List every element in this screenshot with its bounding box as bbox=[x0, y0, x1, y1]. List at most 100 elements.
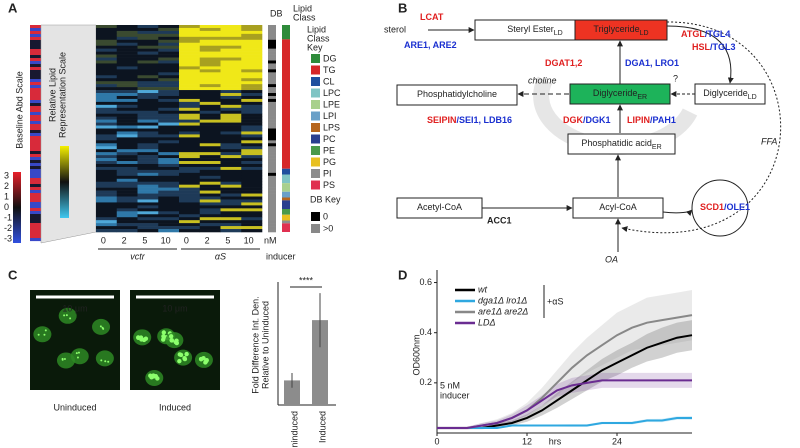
puncta bbox=[198, 356, 204, 362]
heatmap-cell bbox=[96, 113, 118, 117]
heatmap-cell bbox=[179, 45, 201, 49]
db-strip bbox=[268, 161, 276, 165]
heatmap-cell bbox=[199, 36, 221, 41]
heatmap-cell bbox=[199, 205, 221, 209]
heatmap-cell bbox=[241, 175, 263, 180]
heatmap-cell bbox=[116, 190, 138, 194]
heatmap-cell bbox=[241, 78, 263, 82]
heatmap-cell bbox=[96, 140, 118, 144]
key-label: DG bbox=[323, 53, 337, 63]
heatmap-cell bbox=[199, 101, 221, 106]
puncta bbox=[76, 356, 79, 359]
heatmap-cell bbox=[199, 229, 221, 233]
heatmap-cell bbox=[220, 223, 242, 227]
line bbox=[437, 416, 692, 429]
baseline-strip bbox=[30, 103, 41, 107]
baseline-strip bbox=[30, 109, 41, 113]
x-tick-label: 12 bbox=[522, 436, 532, 446]
heatmap-cell bbox=[241, 190, 263, 194]
baseline-strip bbox=[30, 148, 41, 152]
heatmap-cell bbox=[137, 27, 159, 32]
heatmap-cell bbox=[158, 98, 180, 103]
enzyme-label: HSL/TGL3 bbox=[692, 42, 736, 52]
key-title: Class bbox=[307, 33, 330, 43]
node-box bbox=[694, 83, 766, 105]
db-strip bbox=[268, 69, 276, 73]
heatmap-cell bbox=[241, 84, 263, 88]
heatmap-cell bbox=[137, 223, 159, 227]
heatmap-cell bbox=[199, 223, 221, 227]
heatmap-cell bbox=[179, 87, 201, 91]
heatmap-cell bbox=[158, 48, 180, 52]
heatmap-cell bbox=[179, 217, 201, 221]
heatmap-cell bbox=[158, 196, 180, 200]
baseline-strip bbox=[30, 193, 41, 197]
heatmap-cell bbox=[179, 146, 201, 150]
heatmap-cell bbox=[220, 69, 242, 73]
diagram-label: ACC1 bbox=[487, 215, 512, 225]
heatmap-cell bbox=[137, 113, 159, 117]
key-label: PC bbox=[323, 134, 336, 144]
heatmap-cell bbox=[96, 220, 118, 224]
heatmap-cell bbox=[241, 107, 263, 112]
db-strip bbox=[268, 226, 276, 230]
heatmap-cell bbox=[96, 163, 118, 168]
heatmap-cell bbox=[116, 152, 138, 156]
heatmap-cell bbox=[116, 57, 138, 61]
heatmap-cell bbox=[137, 149, 159, 153]
heatmap-cell bbox=[241, 75, 263, 79]
baseline-strip bbox=[30, 190, 41, 194]
heatmap-cell bbox=[199, 217, 221, 221]
db-strip bbox=[268, 166, 276, 171]
key-swatch bbox=[311, 134, 320, 144]
heatmap-cell bbox=[158, 187, 180, 191]
diagram-label: OA bbox=[605, 254, 618, 264]
heatmap-cell bbox=[158, 84, 180, 88]
heatmap-cell bbox=[96, 116, 118, 120]
heatmap-cell bbox=[220, 172, 242, 177]
heatmap-cell bbox=[220, 155, 242, 159]
heatmap-cell bbox=[96, 128, 118, 132]
heatmap-cell bbox=[220, 140, 242, 144]
baseline-strip bbox=[30, 217, 41, 221]
heatmap-cell bbox=[220, 30, 242, 35]
heatmap-cell bbox=[199, 42, 221, 46]
heatmap-cell bbox=[199, 166, 221, 171]
heatmap-cell bbox=[158, 205, 180, 209]
heatmap-cell bbox=[116, 155, 138, 159]
node-text: Diglyceride bbox=[703, 88, 748, 98]
heatmap-cell bbox=[179, 122, 201, 126]
heatmap-cell bbox=[116, 125, 138, 129]
heatmap-cell bbox=[96, 90, 118, 94]
scale-title: Relative Lipid bbox=[47, 68, 57, 122]
heatmap-cell bbox=[179, 33, 201, 38]
heatmap-cell bbox=[116, 42, 138, 46]
heatmap-cell bbox=[96, 223, 118, 227]
db-strip bbox=[268, 93, 276, 97]
enzyme-part: /TGL3 bbox=[710, 42, 736, 52]
heatmap-cell bbox=[179, 27, 201, 32]
cell bbox=[33, 326, 52, 343]
db-strip bbox=[268, 116, 276, 120]
db-strip bbox=[268, 187, 276, 191]
heatmap-cell bbox=[158, 51, 180, 55]
heatmap-cell bbox=[158, 113, 180, 117]
heatmap-cell bbox=[158, 101, 180, 106]
enzyme-part: /OLE1 bbox=[724, 202, 750, 212]
heatmap-cell bbox=[116, 116, 138, 120]
heatmap-cell bbox=[96, 39, 118, 44]
puncta bbox=[99, 325, 102, 328]
db-strip bbox=[268, 72, 276, 76]
heatmap-cell bbox=[158, 193, 180, 197]
heatmap-cell bbox=[158, 72, 180, 76]
y-tick-label: 0.2 bbox=[419, 377, 432, 387]
heatmap-cell bbox=[199, 175, 221, 180]
heatmap-cell bbox=[179, 161, 201, 165]
heatmap-cell bbox=[220, 169, 242, 174]
key-swatch bbox=[311, 123, 320, 132]
db-strip bbox=[268, 190, 276, 194]
legend-label: LDΔ bbox=[478, 317, 496, 327]
puncta bbox=[204, 358, 209, 363]
x-tick-label: Induced bbox=[317, 411, 327, 443]
